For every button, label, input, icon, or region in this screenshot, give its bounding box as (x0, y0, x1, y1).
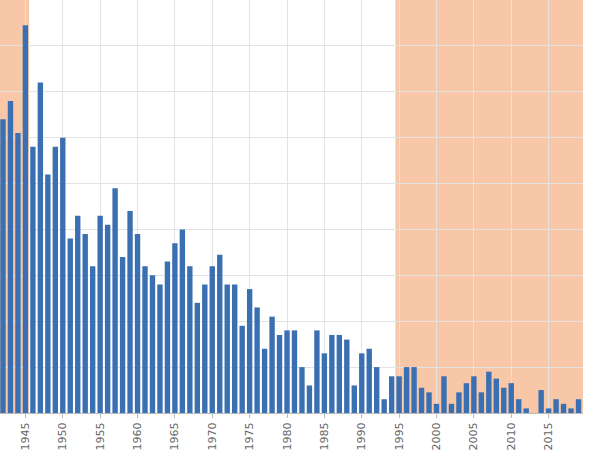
svg-text:1980: 1980 (281, 422, 294, 450)
svg-text:1960: 1960 (131, 422, 144, 450)
svg-text:1975: 1975 (243, 422, 256, 450)
svg-text:1990: 1990 (355, 422, 368, 450)
svg-text:1965: 1965 (168, 422, 181, 450)
svg-text:1945: 1945 (19, 422, 32, 450)
svg-text:1995: 1995 (393, 422, 406, 450)
svg-text:2015: 2015 (542, 422, 555, 450)
svg-text:1970: 1970 (206, 422, 219, 450)
svg-text:2005: 2005 (467, 422, 480, 450)
svg-text:2000: 2000 (430, 422, 443, 450)
svg-text:1950: 1950 (56, 422, 69, 450)
svg-text:1985: 1985 (318, 422, 331, 450)
svg-text:1955: 1955 (94, 422, 107, 450)
svg-text:2010: 2010 (505, 422, 518, 450)
